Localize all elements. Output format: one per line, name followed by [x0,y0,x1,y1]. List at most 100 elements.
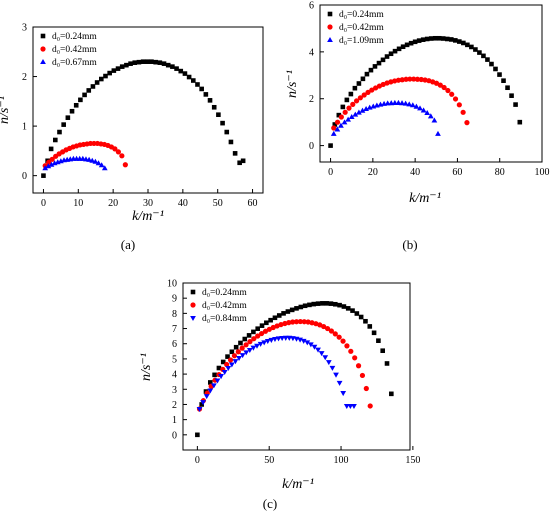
data-point [286,320,292,326]
data-point [345,306,351,311]
data-point [332,122,338,127]
data-point [300,338,307,344]
data-point [203,92,209,97]
data-point [399,77,405,83]
legend-label: d₀=0.84mm [202,314,247,324]
legend-label: d₀=0.24mm [52,32,97,42]
data-point [279,335,286,341]
chart-panel-1: 0 10 20 30 40 50 600123k/m⁻¹n/s⁻¹(a)d₀=0.24mmd… [0,23,264,252]
legend-label: d₀=0.67mm [52,58,97,68]
data-point [342,109,348,115]
data-point [337,302,342,308]
data-point [69,108,75,114]
y-tick-label: 6 [172,339,177,350]
data-point [353,98,360,104]
data-point [311,344,318,350]
data-point [409,102,416,108]
y-tick-label: 4 [309,47,314,58]
data-point [336,112,342,118]
data-point [285,309,291,314]
y-tick-label: 7 [172,324,177,335]
data-point [346,105,352,111]
data-point [331,125,337,131]
data-point [416,38,422,43]
data-point [224,361,230,368]
x-axis-label: k/m⁻¹ [132,209,164,224]
legend: d₀=0.24mm d₀=0.42mm d₀=0.67mm [40,32,97,68]
data-point [317,322,323,328]
data-point [115,149,121,155]
data-point [359,372,366,379]
data-point [440,36,446,41]
data-point [369,87,375,93]
data-point [78,97,83,103]
data-point [98,162,105,168]
data-point [372,64,378,69]
data-point [304,340,311,346]
data-point [363,385,369,392]
data-point [359,107,366,113]
data-point [413,103,420,109]
data-point [361,92,367,98]
legend-label: d₀=0.24mm [202,288,247,298]
data-point [196,406,203,413]
data-point [132,60,138,65]
data-point [407,76,413,82]
data-point [392,48,398,54]
data-point [380,57,386,63]
data-point [395,99,402,105]
data-point [238,340,243,346]
x-tick-label: 20 [108,198,118,209]
data-point [352,111,359,117]
y-tick-label: 4 [172,370,177,381]
data-point [352,85,358,91]
data-point [336,334,342,340]
y-tick-label: 1 [22,122,27,133]
data-point [328,143,333,148]
data-point [344,97,350,103]
data-point [356,109,362,115]
data-point [424,110,431,116]
data-point [191,78,196,83]
x-axis-label: k/m⁻¹ [409,191,441,206]
data-point [174,66,179,71]
data-point [49,156,55,162]
data-point [90,84,96,89]
data-point [95,160,102,166]
data-point [517,119,523,125]
data-point [224,129,230,135]
data-point [195,82,200,87]
legend: d₀=0.24mm d₀=0.42mm d₀=1.09mm [327,10,384,46]
y-tick-label: 3 [172,385,177,396]
data-point [247,339,253,345]
legend-marker [40,46,46,52]
legend-marker [327,11,333,17]
data-point [170,64,175,69]
data-point [344,343,350,349]
x-tick-label: 0 [195,455,200,466]
data-point [431,117,438,123]
series-3 [330,99,441,136]
data-point [290,319,296,325]
data-point [165,62,171,68]
data-point [417,105,423,111]
data-point [348,113,355,120]
data-point [473,47,478,52]
data-point [227,357,234,363]
data-point [293,319,300,325]
data-point [324,325,331,332]
data-point [101,165,108,171]
y-axis-label: n/s⁻¹ [139,353,154,381]
data-point [298,304,304,310]
data-point [497,72,502,77]
data-point [239,353,246,359]
data-point [115,66,121,71]
data-point [324,301,329,306]
data-point [153,59,158,65]
data-point [435,130,441,136]
panel-label: (a) [121,237,135,252]
legend-marker [190,289,196,295]
data-point [272,337,278,343]
data-point [240,158,246,164]
data-point [264,338,271,345]
